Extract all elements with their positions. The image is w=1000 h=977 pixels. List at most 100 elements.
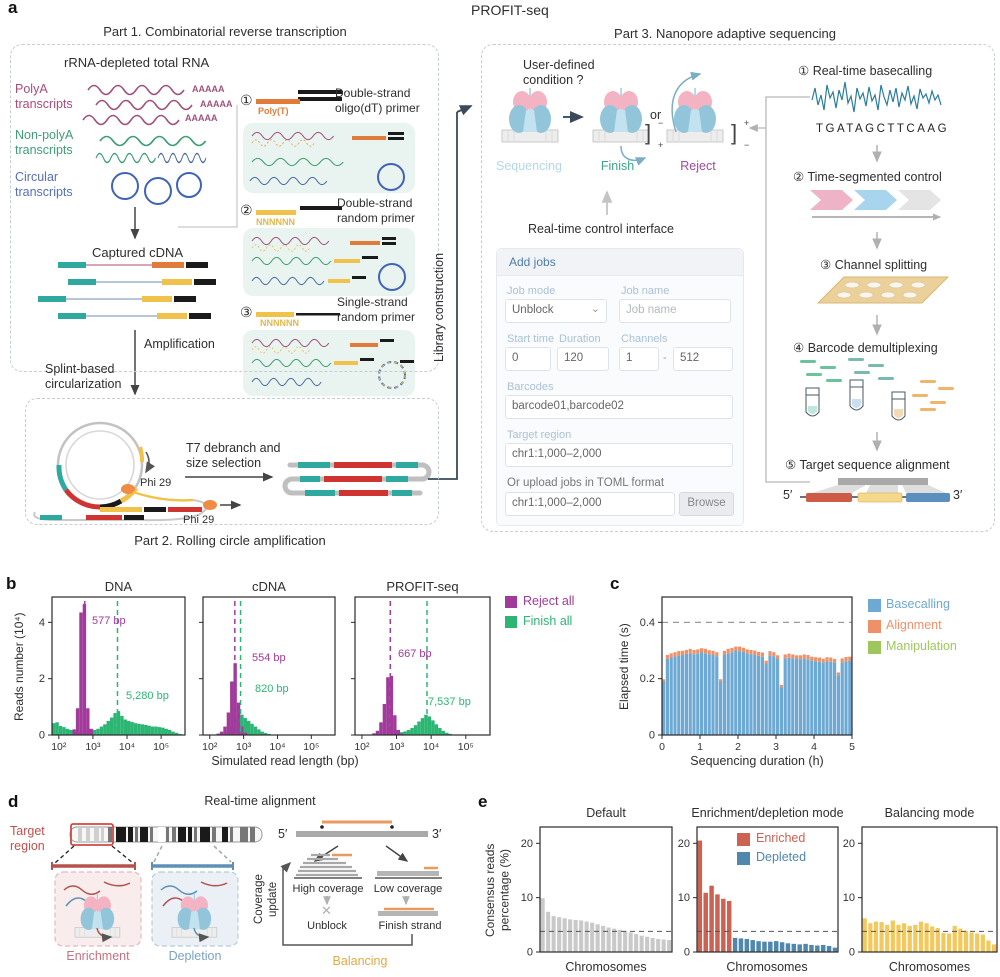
duration-label: Duration [559, 333, 601, 345]
read-five-prime: 5′ [278, 827, 288, 841]
legend-depleted: Depleted [756, 850, 807, 864]
rtci-label: Real-time control interface [528, 222, 674, 236]
svg-text:10³: 10³ [389, 741, 405, 753]
svg-text:10: 10 [521, 892, 533, 904]
svg-text:10⁴: 10⁴ [119, 741, 135, 753]
upload-label: Or upload jobs in TOML format [507, 477, 665, 489]
e-balance-xlabel: Chromosomes [888, 960, 971, 974]
e-enrich-xlabel: Chromosomes [726, 960, 808, 974]
legend-swatch-enriched [737, 833, 750, 846]
duration-input[interactable]: 120 [557, 347, 609, 371]
e-balance-title: Balancing mode [884, 806, 975, 820]
panel-label-b: b [6, 574, 17, 593]
step-2-label: Time-segmented control [807, 170, 942, 184]
svg-text:3: 3 [773, 741, 779, 753]
hist-cdna-title: cDNA [252, 579, 286, 594]
condition-label: User-defined condition ? [523, 58, 595, 88]
legend-swatch-reject [505, 596, 517, 608]
phi29-label-2: Phi 29 [183, 514, 215, 526]
control-interface-panel: Add jobs Job mode Unblock ⌄ Job name Job… [496, 248, 744, 526]
channels-from-input[interactable]: 1 [619, 347, 659, 371]
svg-text:10³: 10³ [236, 741, 252, 753]
target-region-label: Target region [507, 429, 572, 441]
part3-box [481, 44, 995, 532]
reject-bracket-plus: + [744, 118, 750, 128]
legend-alignment: Alignment [886, 618, 942, 632]
e-default-xlabel: Chromosomes [565, 960, 647, 974]
svg-text:2: 2 [39, 673, 45, 685]
hist-profit-title: PROFIT-seq [386, 579, 459, 594]
depletion-label: Depletion [168, 949, 222, 963]
svg-text:10²: 10² [51, 741, 67, 753]
profit-green-annotation: 7,537 bp [428, 696, 471, 708]
barcodes-input[interactable]: barcode01,barcode02 [505, 395, 733, 419]
part3-title: Part 3. Nanopore adaptive sequencing [614, 26, 836, 41]
sequencing-label: Sequencing [495, 159, 563, 173]
primer-2-label: Double-strand random primer [337, 196, 416, 225]
job-mode-label: Job mode [507, 285, 556, 297]
depletion-pore-art [160, 881, 228, 943]
primer-1-seq: Poly(T) [258, 106, 289, 116]
svg-text:0: 0 [649, 730, 655, 742]
upload-input[interactable]: chr1:1,000–2,000 [505, 492, 675, 516]
svg-text:0: 0 [684, 947, 690, 959]
phi29-label-1: Phi 29 [140, 477, 172, 489]
step-1-num: ① [798, 64, 810, 78]
step-5-label: Target sequence alignment [799, 458, 950, 472]
nonpolya-label: Non-polyA transcripts [15, 128, 73, 158]
dna-green-annotation: 5,280 bp [126, 690, 169, 702]
e-default-title: Default [586, 806, 626, 820]
job-name-label: Job name [621, 285, 670, 297]
step-4-label: Barcode demultiplexing [807, 341, 938, 355]
svg-text:0: 0 [527, 947, 533, 959]
primer-3-num: ③ [240, 304, 253, 320]
step-4-num: ④ [793, 341, 805, 355]
svg-text:1: 1 [697, 741, 703, 753]
panel-label-a: a [8, 0, 18, 17]
enrichment-pore-art [63, 881, 131, 943]
job-name-input[interactable]: Job name [619, 299, 731, 323]
target-region-input[interactable]: chr1:1,000–2,000 [505, 443, 733, 467]
svg-text:10⁵: 10⁵ [153, 741, 169, 753]
svg-text:10⁴: 10⁴ [423, 741, 439, 753]
svg-text:5: 5 [849, 741, 855, 753]
svg-text:10: 10 [678, 892, 690, 904]
part2-box [25, 398, 439, 525]
browse-button[interactable]: Browse [679, 492, 734, 516]
add-jobs-title: Add jobs [509, 255, 556, 269]
svg-text:0: 0 [659, 741, 665, 753]
finish-bracket: ] [645, 120, 652, 145]
profit-purple-annotation: 667 bp [398, 648, 432, 660]
panel-e-ylabel: Consensus reads percentage (%) [483, 843, 512, 937]
channels-to-input[interactable]: 512 [673, 347, 733, 371]
job-mode-select[interactable]: Unblock ⌄ [505, 299, 607, 323]
balancing-label: Balancing [332, 954, 388, 968]
step-5-num: ⑤ [785, 458, 797, 472]
legend-finish-all: Finish all [523, 614, 573, 628]
step-1: ① Real-time basecalling [798, 64, 932, 79]
svg-text:0.4: 0.4 [640, 617, 655, 629]
polya-tail-2: AAAAA [200, 99, 233, 109]
panel-label-d: d [8, 792, 19, 811]
start-time-input[interactable]: 0 [505, 347, 551, 371]
polya-tail-3: AAAAA [185, 113, 218, 123]
depletion-box [151, 871, 239, 947]
panel-d-title: Real-time alignment [204, 794, 316, 808]
or-label: or [650, 108, 662, 122]
finish-label: Finish [600, 159, 635, 173]
reject-bracket-minus: − [744, 140, 750, 150]
primer-3-seq: NNNNNN [260, 318, 299, 328]
coverage-update-label: Coverage update [253, 874, 280, 924]
svg-text:10: 10 [843, 892, 855, 904]
svg-text:20: 20 [678, 838, 690, 850]
channels-separator: - [663, 352, 667, 364]
svg-text:10³: 10³ [85, 741, 101, 753]
legend-swatch-depleted [737, 852, 750, 865]
panel-label-c: c [610, 574, 620, 593]
cdna-purple-annotation: 554 bp [252, 652, 286, 664]
figure-title: PROFIT-seq [471, 2, 549, 18]
enrichment-box [54, 871, 142, 947]
svg-text:0.2: 0.2 [640, 673, 655, 685]
legend-reject-all: Reject all [523, 594, 575, 608]
